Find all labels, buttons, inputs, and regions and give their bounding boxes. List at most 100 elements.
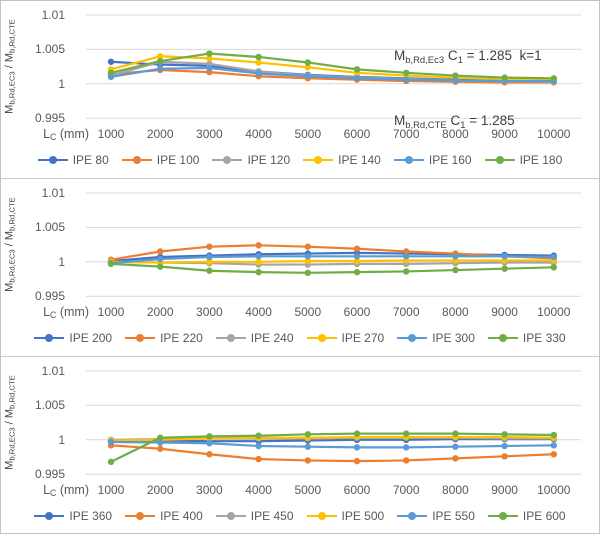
y-axis-title-sep: / <box>3 418 16 428</box>
x-tick-label: 10000 <box>537 305 571 319</box>
data-point-marker <box>501 253 508 260</box>
data-point-marker <box>107 260 115 268</box>
legend-marker-icon <box>125 334 156 342</box>
legend-marker-icon <box>34 512 65 520</box>
x-axis-title: LC (mm) <box>19 127 89 142</box>
data-point-marker <box>206 433 213 440</box>
y-axis-title-sub2: b,Rd,CTE <box>7 197 17 231</box>
data-point-marker <box>255 432 262 439</box>
legend-label: IPE 240 <box>250 331 294 345</box>
data-point-marker <box>550 431 557 439</box>
x-axis-title-unit: (mm) <box>56 483 89 497</box>
data-point-marker <box>550 253 557 261</box>
x-axis-title-main: L <box>43 305 51 319</box>
legend-label: IPE 550 <box>432 509 475 523</box>
x-tick-label: 7000 <box>392 127 420 141</box>
data-point-marker <box>403 268 410 275</box>
data-point-marker <box>353 444 361 451</box>
chart-panel-top[interactable]: Mb,Rd,EC3 / Mb,Rd,CTE 1.01 1.005 1 0.995 10… <box>1 1 599 179</box>
legend-label: IPE 450 <box>250 509 294 523</box>
legend-marker-icon <box>37 156 68 164</box>
chart-annotation: Mb,Rd,Ec3 C1 = 1.285 k=1 Mb,Rd,CTE C1 = … <box>394 3 542 175</box>
y-axis-title-sep: / <box>3 240 16 250</box>
data-point-marker <box>353 253 361 260</box>
data-point-marker <box>501 74 508 81</box>
data-point-marker <box>353 457 361 465</box>
x-tick-label: 6000 <box>343 305 371 319</box>
data-point-marker <box>403 69 410 76</box>
y-axis-title-sub2: b,Rd,CTE <box>7 375 17 409</box>
series-line-ipe-100 <box>110 68 554 84</box>
data-point-marker <box>255 268 262 276</box>
data-point-marker <box>206 258 213 265</box>
x-tick-label: 3000 <box>196 127 223 141</box>
data-point-marker <box>353 257 361 265</box>
data-point-marker <box>550 442 557 449</box>
data-point-marker <box>107 58 115 65</box>
series-line-ipe-400 <box>110 444 554 463</box>
legend-label: IPE 500 <box>341 509 385 523</box>
x-tick-label: 8000 <box>442 305 469 319</box>
x-axis-title: LC (mm) <box>19 305 89 320</box>
data-point-marker <box>304 64 311 71</box>
y-tick-label: 1.005 <box>34 398 65 413</box>
x-axis-title-main: L <box>43 127 51 141</box>
legend-item-ipe-120: IPE 120 <box>212 153 290 167</box>
y-tick-label: 1.01 <box>41 186 65 200</box>
data-point-marker <box>452 77 459 84</box>
series-line-ipe-180 <box>110 52 554 80</box>
data-point-marker <box>403 76 410 83</box>
x-tick-label: 7000 <box>392 305 420 319</box>
y-tick-label: 1.01 <box>41 8 65 22</box>
x-axis-title-sub: C <box>50 488 57 499</box>
series-line-ipe-160 <box>110 66 554 83</box>
legend-marker-icon <box>215 334 246 342</box>
data-point-marker <box>550 75 557 82</box>
data-point-marker <box>255 442 262 450</box>
legend-marker-icon <box>484 156 515 164</box>
data-point-marker <box>353 245 361 252</box>
data-point-marker <box>501 431 508 438</box>
data-point-marker <box>353 66 361 73</box>
data-point-marker <box>157 65 164 72</box>
legend-item-ipe-600: IPE 600 <box>487 509 566 523</box>
y-axis-title-sub1: b,Rd,EC3 <box>7 249 17 283</box>
chart-panel-middle[interactable]: Mb,Rd,EC3 / Mb,Rd,CTE 1.01 1.005 1 0.995 10… <box>1 179 599 357</box>
data-point-marker <box>304 443 311 450</box>
x-tick-label: 5000 <box>294 127 322 141</box>
data-point-marker <box>353 268 361 276</box>
data-point-marker <box>157 434 164 441</box>
data-point-marker <box>157 248 164 255</box>
x-tick-label: 6000 <box>343 127 371 141</box>
legend-label: IPE 400 <box>160 509 203 523</box>
data-point-marker <box>255 59 262 66</box>
data-point-marker <box>255 53 262 61</box>
data-point-marker <box>157 53 164 60</box>
data-point-marker <box>403 253 410 260</box>
data-point-marker <box>255 258 262 265</box>
plot-area-top <box>86 14 581 119</box>
legend-item-ipe-360: IPE 360 <box>34 509 112 523</box>
data-point-marker <box>452 253 459 260</box>
data-point-marker <box>304 457 311 464</box>
legend-bottom: IPE 360 IPE 400 IPE 450 IPE 500 IPE 550 IPE 6… <box>1 506 599 526</box>
x-tick-label: 9000 <box>491 305 518 319</box>
chart-panel-bottom[interactable]: Mb,Rd,EC3 / Mb,Rd,CTE 1.01 1.005 1 0.995 10… <box>1 357 599 533</box>
x-tick-label: 7000 <box>392 483 420 497</box>
series-line-ipe-600 <box>110 432 554 463</box>
y-axis-title-text2: M <box>3 408 16 419</box>
legend-marker-icon <box>215 512 246 520</box>
series-line-ipe-270 <box>110 259 554 264</box>
legend-label: IPE 140 <box>338 153 381 167</box>
data-point-marker <box>304 243 311 250</box>
x-tick-label: 10000 <box>537 127 571 141</box>
legend-item-ipe-270: IPE 270 <box>306 331 384 345</box>
x-tick-label: 4000 <box>245 127 272 141</box>
x-axis-title-sub: C <box>50 310 57 321</box>
legend-marker-icon <box>212 156 243 164</box>
x-tick-label: 8000 <box>442 127 469 141</box>
legend-item-ipe-180: IPE 180 <box>484 153 562 167</box>
data-point-marker <box>452 266 459 274</box>
x-tick-label: 9000 <box>491 127 518 141</box>
x-tick-label: 5000 <box>294 305 322 319</box>
